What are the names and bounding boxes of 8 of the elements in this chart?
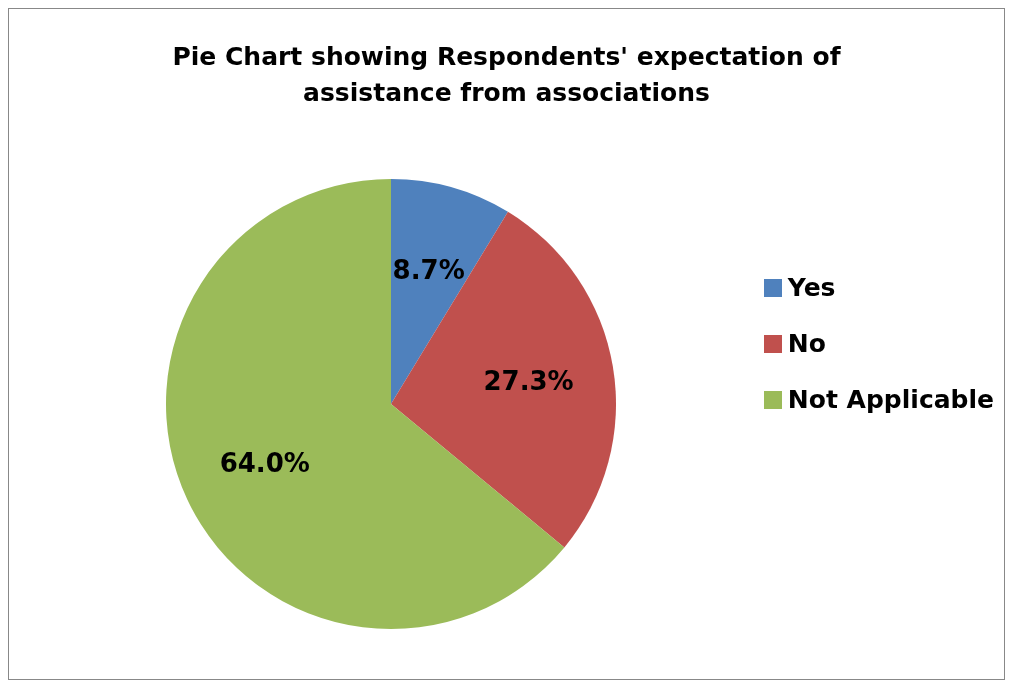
chart-title: Pie Chart showing Respondents' expectation of assistance from associations: [171, 41, 842, 109]
data-label: 64.0%: [219, 448, 310, 479]
legend-label: Yes: [787, 272, 836, 304]
pie-slice: [391, 211, 616, 548]
data-label: 8.7%: [392, 254, 465, 285]
legend-label: No: [787, 328, 826, 360]
legend-label: Not Applicable: [787, 384, 994, 416]
data-label: 27.3%: [483, 365, 574, 396]
